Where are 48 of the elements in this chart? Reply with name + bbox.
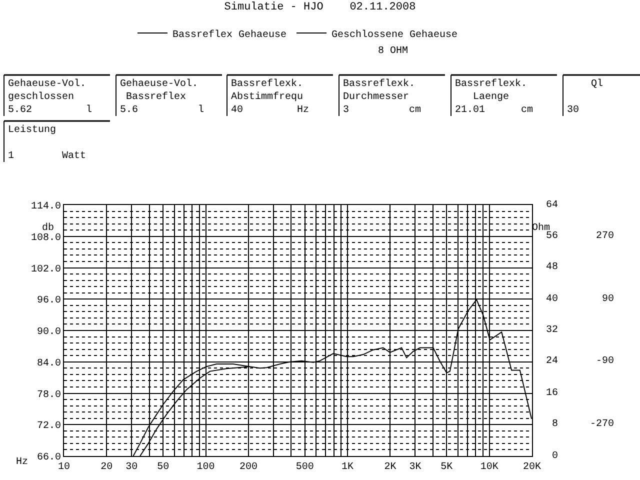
x-tick-label: 10	[58, 462, 70, 473]
y2-tick-label: 64	[546, 200, 558, 211]
y3-tick-label: -270	[590, 419, 614, 430]
x-axis-title: Hz	[16, 457, 28, 468]
legend-label: Geschlossene Gehaeuse	[332, 28, 458, 41]
y3-tick-label: 270	[596, 231, 614, 242]
y2-tick-label: 8	[552, 419, 558, 430]
x-tick-label: 20	[100, 462, 113, 473]
text: 8 OHM	[378, 46, 408, 57]
y2-tick-label: 24	[546, 356, 558, 367]
y2-tick-label: 32	[546, 325, 558, 336]
y-axis-title: db	[42, 222, 54, 234]
y-tick-label: 90.0	[36, 327, 61, 338]
x-tick-label: 30	[126, 462, 138, 473]
x-tick-label: 100	[196, 462, 215, 473]
x-tick-label: 200	[239, 462, 258, 473]
text: Gehaeuse-Vol. Bassreflex 5.6 l	[120, 78, 204, 116]
text: Leistung 1 Watt	[8, 125, 86, 162]
y-tick-label: 72.0	[36, 421, 61, 432]
y2-tick-label: 0	[552, 451, 558, 462]
chart-title: Simulatie - HJO 02.11.2008	[224, 2, 416, 14]
x-tick-label: 1K	[342, 462, 354, 473]
x-tick-label: 2K	[384, 462, 396, 473]
text: Bassreflexk. Laenge 21.01 cm	[455, 78, 534, 116]
y-tick-label: 78.0	[36, 390, 61, 401]
x-tick-label: 500	[296, 462, 314, 473]
y-tick-label: 66.0	[36, 452, 61, 464]
x-tick-label: 3K	[409, 462, 422, 473]
legend-label: Bassreflex Gehaeuse	[172, 28, 287, 41]
text: Gehaeuse-Vol. geschlossen 5.62 l	[8, 78, 92, 116]
x-tick-label: 10K	[480, 462, 498, 473]
x-tick-label: 20K	[522, 462, 542, 473]
y2-tick-label: 56	[546, 231, 558, 242]
y-tick-label: 96.0	[36, 296, 61, 307]
text: Bassreflexk. Abstimmfrequ 40 Hz	[231, 78, 310, 116]
text: Ql 30	[567, 79, 604, 116]
text: Bassreflexk. Durchmesser 3 cm	[343, 78, 422, 116]
y-tick-label: 84.0	[36, 358, 61, 370]
y-tick-label: 102.0	[30, 264, 61, 276]
y3-tick-label: 90	[602, 294, 614, 305]
y-tick-label: 114.0	[30, 202, 61, 212]
y2-tick-label: 40	[546, 294, 558, 305]
y3-tick-label: -90	[596, 356, 614, 367]
y2-tick-label: 48	[546, 262, 558, 273]
x-tick-label: 50	[157, 462, 170, 473]
x-tick-label: 5K	[440, 462, 453, 473]
y-tick-label: 108.0	[30, 232, 61, 244]
y2-tick-label: 16	[546, 388, 558, 399]
